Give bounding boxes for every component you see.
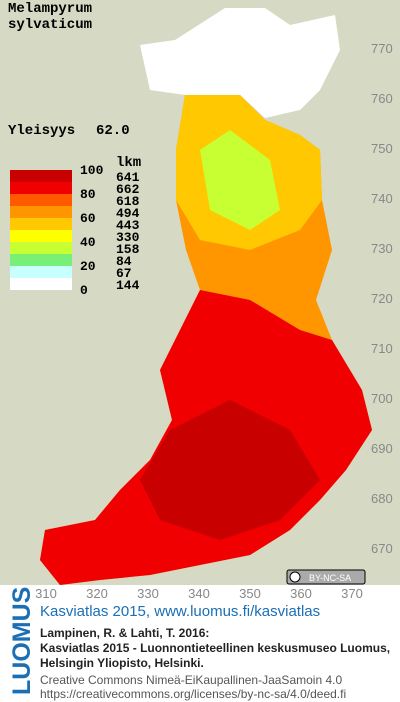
legend-swatch: [10, 254, 72, 266]
license: https://creativecommons.org/licenses/by-…: [40, 687, 346, 701]
x-coordinate: 360: [290, 586, 312, 601]
y-coordinate: 710: [371, 341, 393, 356]
y-coordinate: 670: [371, 541, 393, 556]
citation: Helsingin Yliopisto, Helsinki.: [40, 656, 204, 670]
legend-scale-label: 100: [80, 163, 104, 178]
y-coordinate: 770: [371, 41, 393, 56]
legend-swatch: [10, 170, 72, 182]
legend-swatch: [10, 194, 72, 206]
badge-box: [286, 569, 366, 585]
x-coordinate: 370: [341, 586, 363, 601]
legend-scale-label: 80: [80, 187, 96, 202]
legend-swatch: [10, 266, 72, 278]
legend-swatch: [10, 206, 72, 218]
legend-swatch: [10, 218, 72, 230]
land-patch: [200, 130, 280, 230]
species-name: sylvaticum: [8, 17, 92, 33]
citation: Kasviatlas 2015 - Luonnontieteellinen ke…: [40, 641, 390, 655]
legend-count: 443: [116, 218, 140, 233]
y-coordinate: 760: [371, 91, 393, 106]
x-coordinate: 310: [35, 586, 57, 601]
citation: Lampinen, R. & Lahti, T. 2016:: [40, 626, 209, 640]
logo: LUOMUS: [8, 587, 36, 695]
y-coordinate: 750: [371, 141, 393, 156]
legend-count: 641: [116, 170, 140, 185]
outside-area: [140, 8, 340, 118]
legend-count: 662: [116, 182, 140, 197]
y-coordinate: 720: [371, 291, 393, 306]
x-coordinate: 330: [137, 586, 159, 601]
x-coordinate: 320: [86, 586, 108, 601]
legend-count: 158: [116, 242, 140, 257]
legend-count: 618: [116, 194, 140, 209]
legend-count: 144: [116, 278, 140, 293]
legend-swatch: [10, 278, 72, 290]
badge-icon: [289, 571, 301, 583]
legend-scale-label: 60: [80, 211, 96, 226]
land-core: [140, 400, 320, 540]
legend-swatch: [10, 182, 72, 194]
license-badge: BY-NC-SA: [286, 569, 366, 585]
legend-count: 67: [116, 266, 132, 281]
x-coordinate: 340: [188, 586, 210, 601]
legend-count: 330: [116, 230, 140, 245]
species-name: Melampyrum: [8, 1, 92, 17]
x-coordinate: 350: [239, 586, 261, 601]
frequency-value: 62.0: [96, 123, 130, 139]
legend-swatch: [10, 230, 72, 242]
legend-count: 84: [116, 254, 132, 269]
legend-swatch: [10, 242, 72, 254]
legend-scale-label: 40: [80, 235, 96, 250]
count-header: lkm: [116, 155, 141, 171]
y-coordinate: 740: [371, 191, 393, 206]
y-coordinate: 690: [371, 441, 393, 456]
legend-scale-label: 20: [80, 259, 96, 274]
badge-text: BY-NC-SA: [309, 573, 351, 583]
y-coordinate: 680: [371, 491, 393, 506]
y-coordinate: 730: [371, 241, 393, 256]
legend-scale-label: 0: [80, 283, 88, 298]
y-coordinate: 700: [371, 391, 393, 406]
legend-count: 494: [116, 206, 140, 221]
link[interactable]: Kasviatlas 2015, www.luomus.fi/kasviatla…: [40, 603, 320, 620]
license: Creative Commons Nimeä-EiKaupallinen-Jaa…: [40, 673, 342, 687]
frequency-label: Yleisyys: [8, 123, 75, 139]
